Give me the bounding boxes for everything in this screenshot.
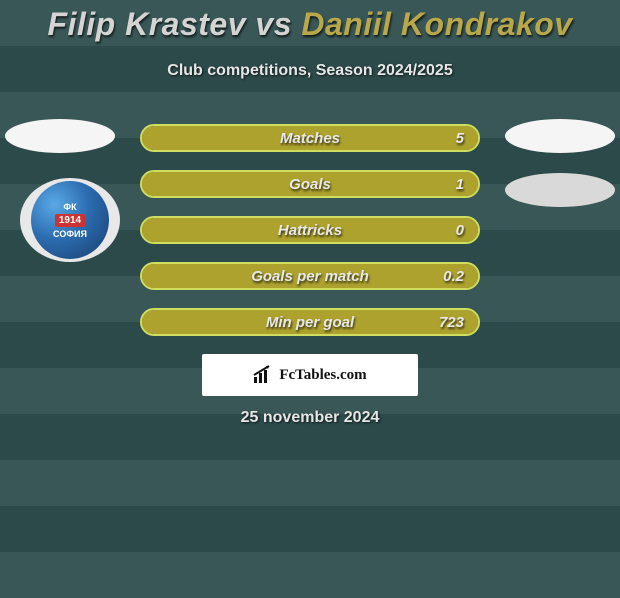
stat-row: Goals 1	[140, 168, 480, 200]
stat-row: Hattricks 0	[140, 214, 480, 246]
stat-value-p1: 1	[456, 172, 464, 196]
player1-logo	[5, 119, 115, 153]
branding-label: FcTables.com	[279, 367, 366, 384]
stat-row: Matches 5	[140, 122, 480, 154]
player1-name: Filip Krastev	[47, 6, 246, 42]
club-badge-year: 1914	[55, 214, 85, 227]
stat-label: Goals	[289, 176, 331, 193]
stat-row: Min per goal 723	[140, 306, 480, 338]
player1-club-badge: ФК 1914 СОФИЯ	[20, 178, 120, 262]
stat-value-p1: 0	[456, 218, 464, 242]
club-badge-bottom: СОФИЯ	[53, 229, 87, 239]
date-label: 25 november 2024	[0, 409, 620, 427]
player2-club-logo	[505, 173, 615, 207]
branding-box: FcTables.com	[202, 354, 418, 396]
stat-value-p1: 5	[456, 126, 464, 150]
stat-label: Hattricks	[278, 222, 342, 239]
stat-row: Goals per match 0.2	[140, 260, 480, 292]
stat-label: Goals per match	[251, 268, 369, 285]
club-badge-top: ФК	[63, 202, 76, 212]
page-title: Filip Krastev vs Daniil Kondrakov	[0, 6, 620, 43]
stat-value-p1: 0.2	[443, 264, 464, 288]
chart-icon	[253, 365, 273, 385]
subtitle: Club competitions, Season 2024/2025	[0, 62, 620, 80]
player2-logo	[505, 119, 615, 153]
vs-label: vs	[246, 6, 301, 42]
stat-label: Min per goal	[266, 314, 354, 331]
stat-label: Matches	[280, 130, 340, 147]
player2-name: Daniil Kondrakov	[301, 6, 572, 42]
stat-value-p1: 723	[439, 310, 464, 334]
